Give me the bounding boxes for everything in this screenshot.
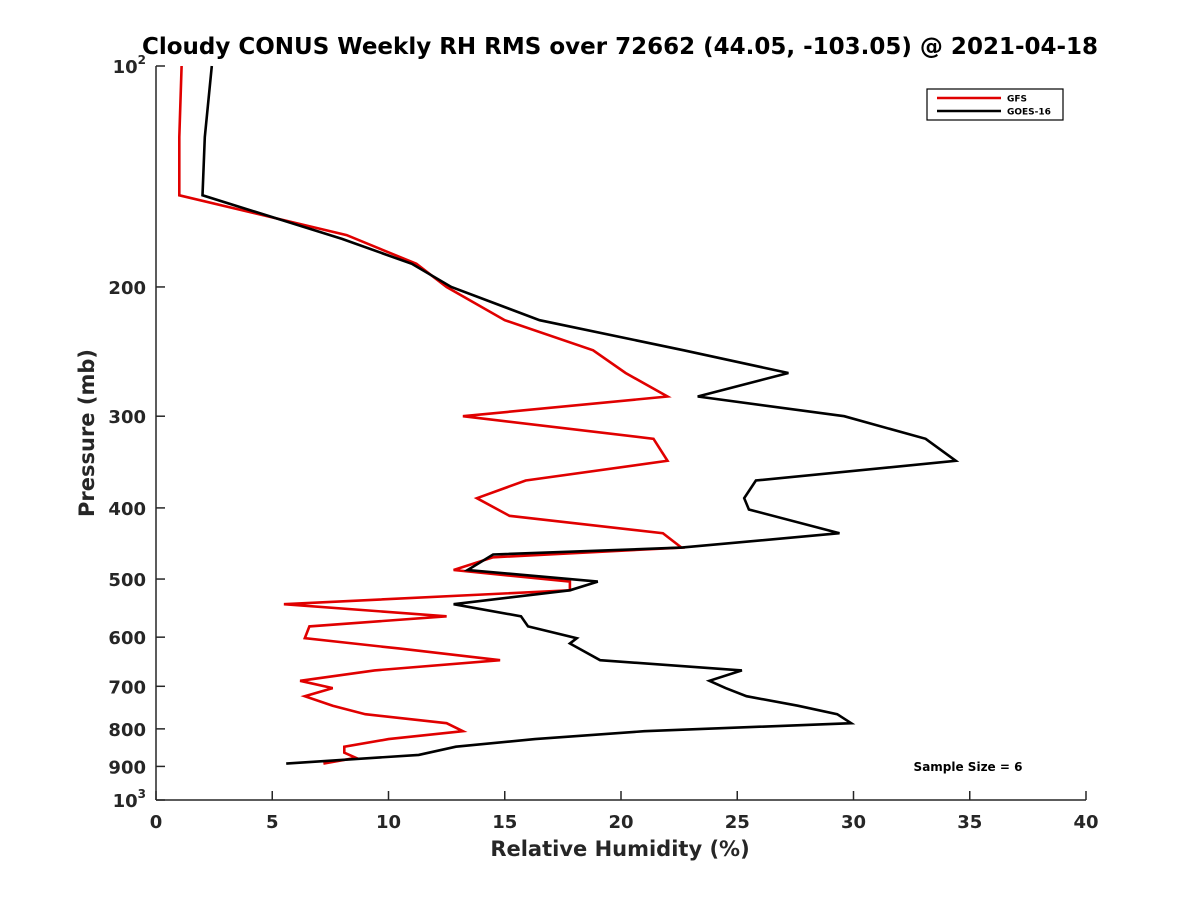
axes-background (156, 66, 1086, 800)
y-tick-label: 900 (108, 757, 146, 778)
legend-label: GOES-16 (1007, 108, 1051, 118)
y-tick-label: 200 (108, 278, 146, 299)
legend-label: GFS (1007, 95, 1027, 105)
sample-size-annotation: Sample Size = 6 (914, 760, 1023, 774)
x-ticks: 0 5 10 15 20 25 30 35 40 (150, 791, 1099, 833)
series-layer (178, 65, 960, 765)
chart-title: Cloudy CONUS Weekly RH RMS over 72662 (4… (142, 34, 1098, 60)
legend-box (926, 88, 1064, 121)
y-tick-label: 800 (108, 720, 146, 741)
y-tick-label: 102 (113, 53, 146, 78)
plot-area (156, 66, 1086, 800)
x-axis-label: Relative Humidity (%) (490, 837, 749, 861)
x-tick-label: 5 (266, 812, 279, 833)
y-tick-label: 300 (108, 407, 146, 428)
y-tick-label: 103 (113, 787, 146, 812)
legend: GFS GOES-16 (926, 88, 1064, 121)
y-ticks: 102 200 300 400 500 600 700 800 900 103 (108, 53, 165, 812)
y-tick-label: 500 (108, 570, 146, 591)
y-tick-label: 700 (108, 677, 146, 698)
y-tick-label: 600 (108, 628, 146, 649)
y-axis-label: Pressure (mb) (75, 349, 99, 517)
x-tick-label: 35 (957, 812, 982, 833)
series-line-gfs (178, 65, 686, 765)
x-tick-label: 0 (150, 812, 163, 833)
x-tick-label: 25 (725, 812, 750, 833)
x-tick-label: 20 (608, 812, 633, 833)
y-tick-label: 400 (108, 499, 146, 520)
x-tick-label: 15 (492, 812, 517, 833)
x-tick-label: 30 (841, 812, 866, 833)
x-tick-label: 10 (376, 812, 401, 833)
x-tick-label: 40 (1073, 812, 1098, 833)
series-line-goes-16 (201, 65, 960, 765)
